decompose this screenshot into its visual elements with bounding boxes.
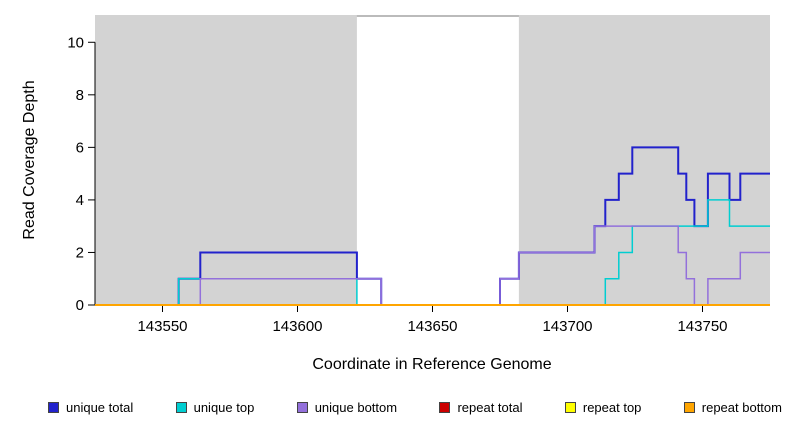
legend-swatch [439,401,451,413]
shaded-region [95,15,357,305]
y-tick-label: 2 [76,244,84,261]
chart-legend: unique total unique top unique bottom repea… [48,396,782,418]
legend-item-repeat-top: repeat top [564,399,642,415]
x-axis-title: Coordinate in Reference Genome [312,356,552,373]
legend-label: unique top [193,399,255,415]
y-tick-label: 4 [76,192,84,209]
legend-swatch [48,401,59,413]
shaded-region [518,15,770,305]
series-unique-bottom [95,225,770,306]
legend-label: unique total [66,399,134,415]
coverage-chart: 143550 143600 143650 143700 143750 0 2 4 6 8 10 [67,15,770,335]
y-tick-label: 10 [67,34,84,51]
x-tick-label: 143750 [677,318,727,335]
legend-swatch [175,401,187,413]
legend-item-unique-total: unique total [48,400,133,415]
legend-label: repeat total [457,399,523,415]
legend-label: repeat top [582,399,642,415]
y-axis-title: Read Coverage Depth [21,80,38,240]
legend-item-repeat-bottom: repeat bottom [683,399,782,415]
y-tick-label: 6 [76,139,84,156]
x-tick-label: 143550 [137,318,187,335]
legend-item-repeat-total: repeat total [439,399,523,415]
legend-item-unique-top: unique top [175,399,255,415]
legend-label: repeat bottom [701,399,782,415]
x-tick-label: 143600 [272,318,322,335]
legend-swatch [564,401,576,413]
legend-label: unique bottom [314,399,398,415]
y-tick-label: 8 [76,87,84,104]
x-tick-label: 143650 [407,318,457,335]
y-tick-label: 0 [76,297,84,314]
x-tick-label: 143700 [542,318,592,335]
legend-item-unique-bottom: unique bottom [296,399,398,415]
legend-swatch [683,401,695,413]
legend-swatch [296,401,308,413]
